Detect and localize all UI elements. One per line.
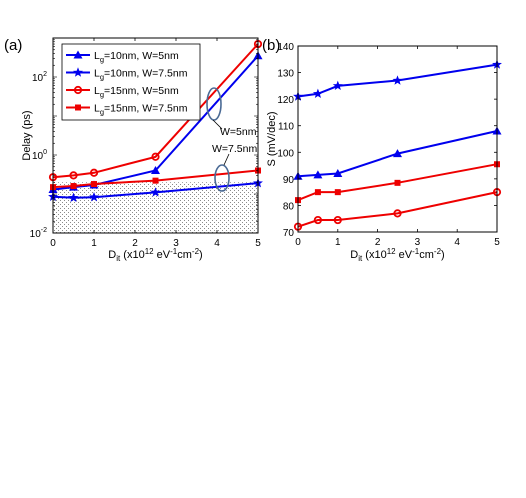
swing-data-point bbox=[333, 215, 342, 225]
width-annotations: W=5nm W=7.5nm bbox=[206, 87, 257, 192]
swing-y-tick-label: 70 bbox=[283, 228, 295, 239]
swing-series bbox=[295, 161, 500, 204]
panel-label-a: (a) bbox=[4, 37, 22, 54]
delay-data-point bbox=[89, 191, 99, 202]
swing-data-point bbox=[332, 80, 343, 91]
delay-data-point bbox=[68, 192, 79, 202]
swing-data-point bbox=[393, 209, 402, 218]
panel-label-b: (b) bbox=[262, 37, 280, 54]
legend-marker bbox=[75, 104, 81, 111]
delay-x-tick-label: 2 bbox=[132, 238, 138, 249]
legend-marker bbox=[73, 50, 83, 59]
delay-panel: 0 1 2 3 4 5 10-2 100 102 (a) Delay (ps) Dit (x10… bbox=[4, 37, 263, 263]
swing-data-point bbox=[392, 75, 403, 85]
swing-data-point bbox=[313, 215, 322, 225]
swing-data-point bbox=[333, 169, 343, 178]
delay-data-point bbox=[89, 168, 99, 177]
swing-y-tick-label: 100 bbox=[277, 148, 294, 159]
delay-x-tick-label: 4 bbox=[214, 238, 220, 249]
swing-x-tick-label: 3 bbox=[415, 237, 421, 248]
delay-x-tick-label: 0 bbox=[50, 238, 56, 249]
w75-ellipse bbox=[214, 164, 230, 192]
swing-data-point bbox=[334, 189, 341, 196]
legend-entry: Lg=10nm, W=7.5nm bbox=[66, 67, 188, 82]
swing-data-point bbox=[314, 189, 321, 196]
swing-y-tick-label: 110 bbox=[278, 122, 294, 133]
w5-ellipse bbox=[206, 87, 222, 121]
swing-y-tick-label: 90 bbox=[283, 175, 295, 186]
delay-x-tick-label: 3 bbox=[173, 238, 179, 249]
legend-entry: Lg=15nm, W=5nm bbox=[66, 85, 179, 99]
swing-x-tick-label: 0 bbox=[295, 237, 301, 248]
swing-series-line bbox=[297, 191, 498, 228]
delay-y-tick-label: 100 bbox=[32, 149, 47, 162]
delay-data-point bbox=[69, 171, 78, 180]
swing-data-point bbox=[313, 170, 323, 179]
delay-y-tick-label: 10-2 bbox=[30, 227, 47, 240]
w75-pointer bbox=[223, 153, 230, 166]
swing-data-point bbox=[394, 179, 401, 186]
delay-x-tick-label: 5 bbox=[255, 238, 261, 249]
legend-marker bbox=[73, 85, 83, 95]
swing-data-point bbox=[312, 88, 323, 99]
swing-plot-frame bbox=[297, 45, 498, 233]
delay-data-point bbox=[152, 177, 159, 184]
swing-y-tick-label: 140 bbox=[277, 42, 294, 53]
swing-x-tick-label: 4 bbox=[454, 237, 460, 248]
legend-label: Lg=15nm, W=7.5nm bbox=[94, 103, 188, 117]
delay-legend: Lg=10nm, W=5nm Lg=10nm, W=7.5nm Lg=15nm, W… bbox=[61, 43, 201, 121]
legend-entry: Lg=10nm, W=5nm bbox=[66, 50, 179, 64]
swing-y-tick-label: 120 bbox=[277, 95, 294, 106]
legend-marker bbox=[73, 67, 83, 77]
swing-x-axis-label: Dit (x1012 eV-1cm-2) bbox=[350, 247, 444, 263]
swing-y-axis-label: S (mV/dec) bbox=[266, 111, 278, 166]
swing-x-tick-label: 1 bbox=[335, 237, 341, 248]
legend-label: Lg=15nm, W=5nm bbox=[94, 85, 179, 99]
delay-data-point bbox=[150, 187, 161, 197]
swing-series bbox=[293, 188, 502, 231]
w5-pointer bbox=[212, 119, 223, 130]
delay-data-point bbox=[151, 166, 160, 175]
swing-data-point bbox=[393, 149, 402, 158]
swing-x-tick-label: 5 bbox=[494, 237, 500, 248]
delay-data-point bbox=[91, 181, 97, 188]
delay-data-point bbox=[151, 152, 160, 161]
delay-x-tick-label: 1 bbox=[91, 238, 97, 249]
delay-plot-frame bbox=[52, 37, 259, 234]
delay-y-axis-label: Delay (ps) bbox=[21, 110, 33, 160]
delay-data-point bbox=[70, 183, 77, 190]
swing-panel: 0 1 2 3 4 5 70 80 90 100 110 120 130 140 (b) S (mV/de… bbox=[262, 37, 502, 263]
swing-y-tick-label: 130 bbox=[277, 69, 294, 80]
delay-y-tick-label: 102 bbox=[32, 71, 47, 84]
w5-annotation: W=5nm bbox=[220, 126, 257, 138]
swing-series bbox=[293, 59, 502, 101]
legend-label: Lg=10nm, W=5nm bbox=[94, 50, 179, 64]
delay-x-axis-label: Dit (x1012 eV-1cm-2) bbox=[108, 247, 202, 263]
swing-x-tick-label: 2 bbox=[375, 237, 381, 248]
legend-entry: Lg=15nm, W=7.5nm bbox=[66, 103, 188, 117]
swing-y-tick-label: 80 bbox=[283, 201, 295, 212]
legend-label: Lg=10nm, W=7.5nm bbox=[94, 68, 188, 82]
w75-annotation: W=7.5nm bbox=[212, 143, 257, 155]
swing-series bbox=[293, 126, 502, 180]
